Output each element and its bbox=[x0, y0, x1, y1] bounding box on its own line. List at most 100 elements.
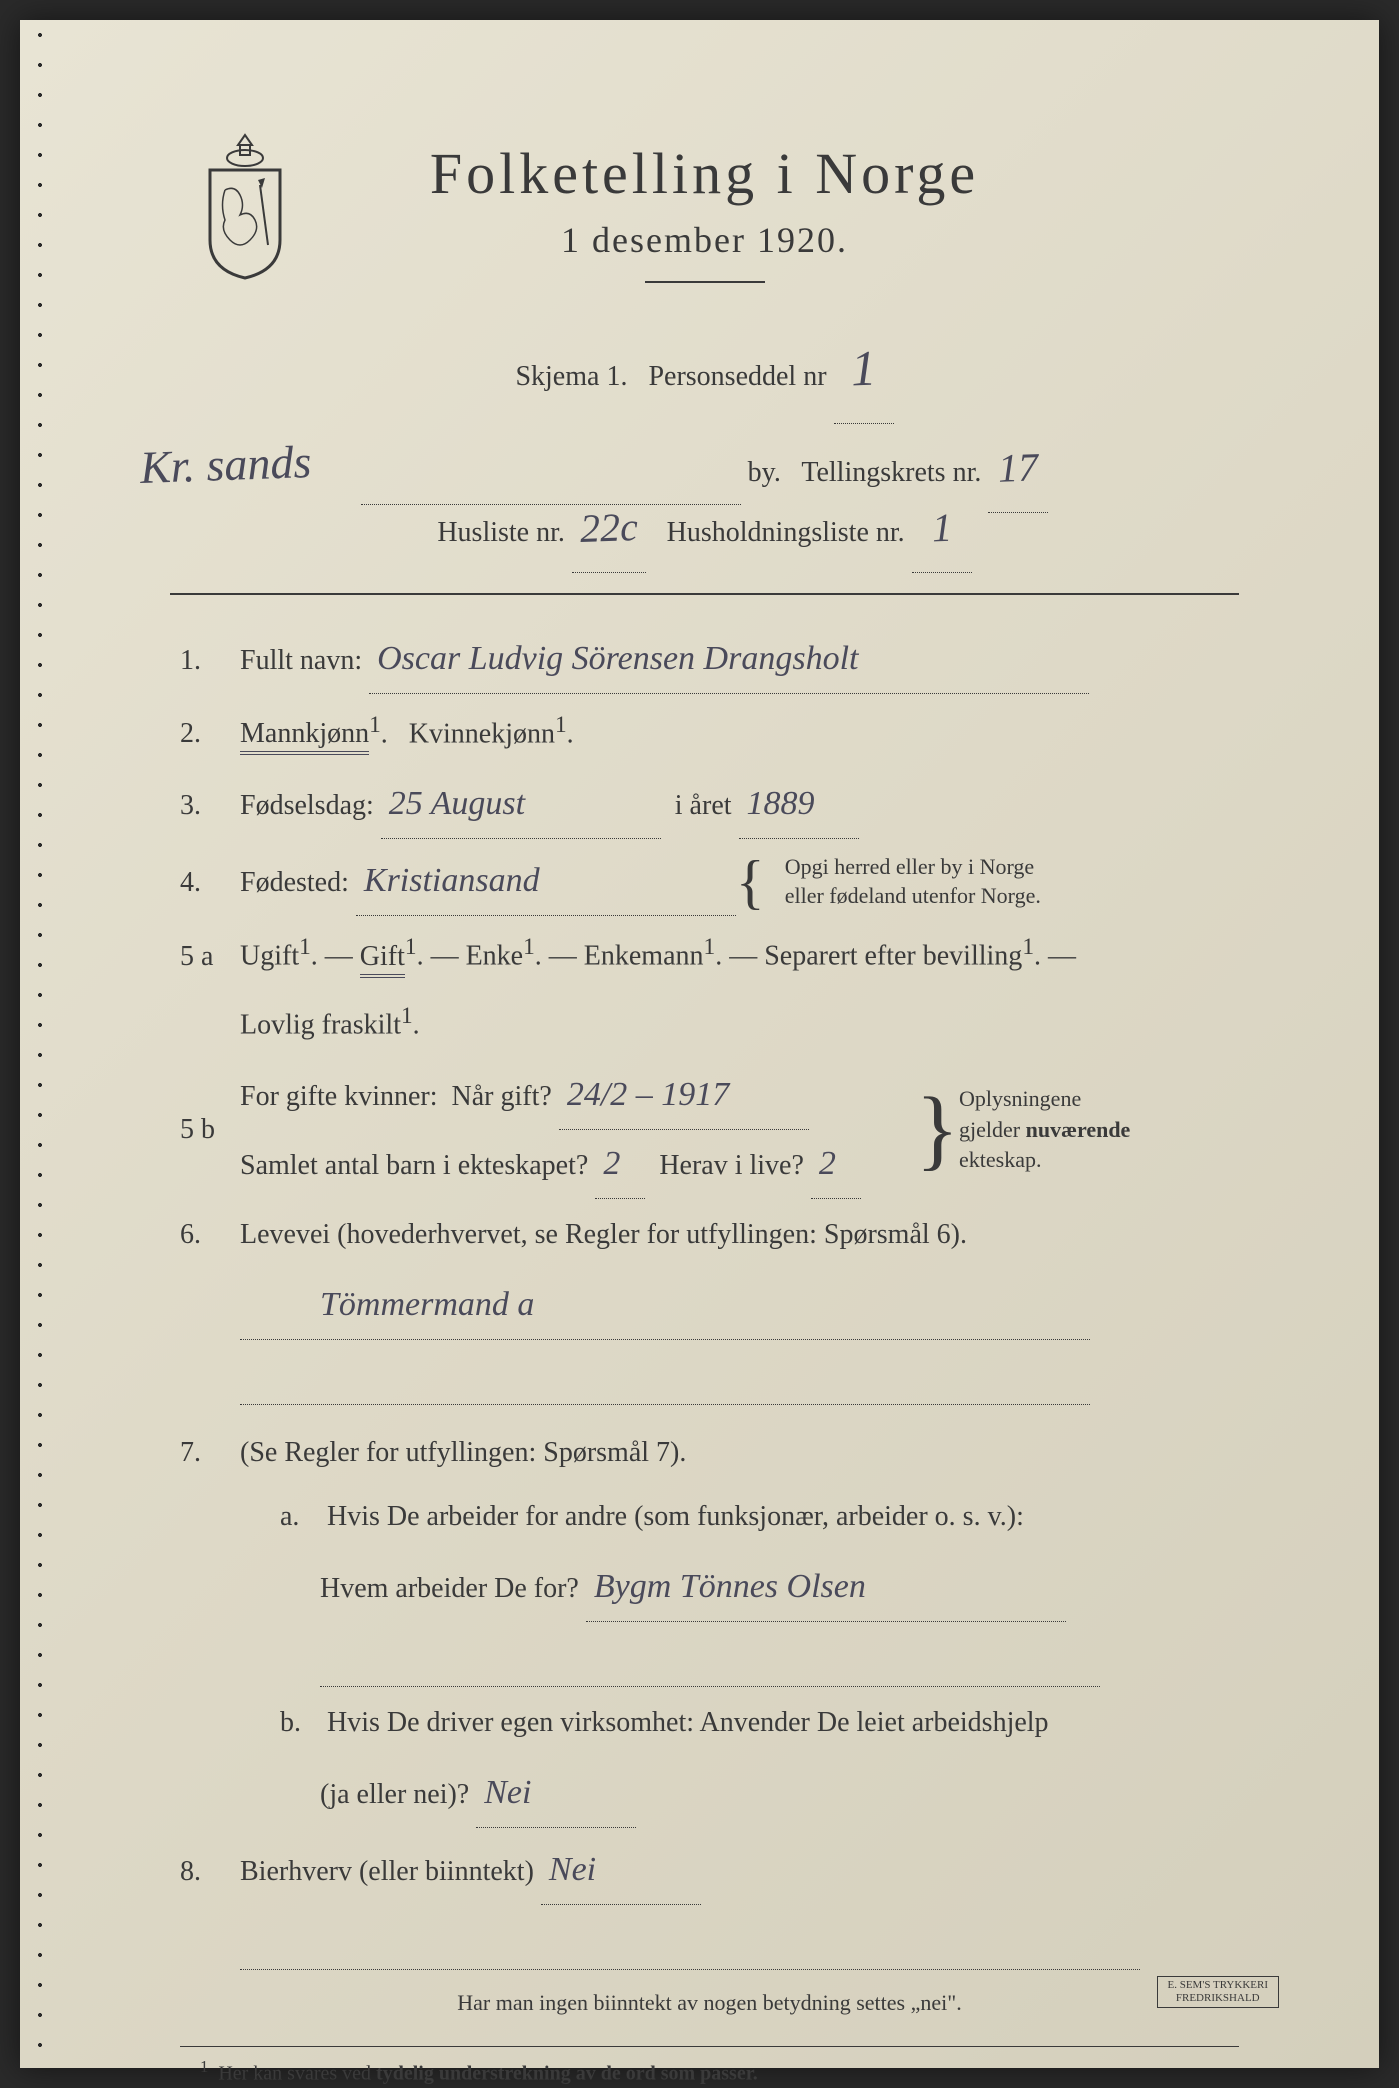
q5a-gift: Gift bbox=[360, 941, 405, 978]
husliste-field: 22c bbox=[572, 484, 646, 573]
q5b-note3: ekteskap. bbox=[959, 1147, 1041, 1172]
q4-value: Kristiansand bbox=[364, 862, 540, 899]
q7-num: 7. bbox=[180, 1425, 240, 1481]
question-5a-cont: Lovlig fraskilt1. bbox=[180, 993, 1239, 1053]
q2-sup1: 1 bbox=[369, 712, 381, 738]
perforation-edge bbox=[20, 20, 60, 2068]
question-8: 8. Bierhverv (eller biinntekt) Nei bbox=[180, 1836, 1239, 1905]
question-6-blank-line bbox=[180, 1348, 1239, 1405]
q6-value: Tömmermand a bbox=[320, 1286, 534, 1323]
q2-kvinne: Kvinnekjønn bbox=[409, 718, 555, 749]
q1-value: Oscar Ludvig Sörensen Drangsholt bbox=[377, 640, 858, 677]
q4-note: Opgi herred eller by i Norge eller fødel… bbox=[785, 853, 1041, 910]
q5a-fraskilt: Lovlig fraskilt bbox=[240, 1009, 401, 1040]
q4-note-line2: eller fødeland utenfor Norge. bbox=[785, 883, 1041, 908]
question-6: 6. Levevei (hovederhvervet, se Regler fo… bbox=[180, 1207, 1239, 1263]
form-header-section: Skjema 1. Personseddel nr 1 Kr. sands by… bbox=[170, 313, 1239, 573]
footnote-2: 1 Her kan svares ved tydelig understrekn… bbox=[180, 2057, 1239, 2086]
q7b-value: Nei bbox=[484, 1774, 531, 1811]
census-document: Folketelling i Norge 1 desember 1920. Sk… bbox=[20, 20, 1379, 2068]
section-divider bbox=[170, 593, 1239, 595]
q3-year: 1889 bbox=[747, 785, 815, 822]
q4-num: 4. bbox=[180, 855, 240, 911]
q2-mann: Mannkjønn bbox=[240, 718, 369, 755]
husholdning-value: 1 bbox=[930, 484, 953, 573]
q2-num: 2. bbox=[180, 706, 240, 762]
question-7b: b. Hvis De driver egen virksomhet: Anven… bbox=[180, 1695, 1239, 1751]
husliste-value: 22c bbox=[578, 483, 639, 573]
document-title: Folketelling i Norge bbox=[170, 140, 1239, 207]
question-7a-blank bbox=[180, 1630, 1239, 1687]
document-date: 1 desember 1920. bbox=[170, 219, 1239, 261]
stamp-line1: E. SEM'S TRYKKERI bbox=[1168, 1979, 1269, 1992]
q5b-barn-label: Samlet antal barn i ekteskapet? bbox=[240, 1150, 588, 1181]
question-7a-line2: Hvem arbeider De for? Bygm Tönnes Olsen bbox=[180, 1553, 1239, 1622]
q5b-num: 5 b bbox=[180, 1102, 240, 1158]
q7a-line2-label: Hvem arbeider De for? bbox=[320, 1573, 579, 1604]
q7b-line2-label: (ja eller nei)? bbox=[320, 1779, 469, 1810]
printer-stamp: E. SEM'S TRYKKERI FREDRIKSHALD bbox=[1157, 1976, 1280, 2008]
q5b-note2: gjelder nuværende bbox=[959, 1117, 1130, 1142]
q5b-brace-icon: } bbox=[916, 1094, 959, 1166]
city-line: Kr. sands by. Tellingskrets nr. 17 bbox=[170, 424, 1239, 484]
q8-value: Nei bbox=[549, 1851, 596, 1888]
schema-line: Skjema 1. Personseddel nr 1 bbox=[170, 313, 1239, 424]
q5b-note: Oplysningene gjelder nuværende ekteskap. bbox=[959, 1084, 1239, 1176]
document-header: Folketelling i Norge 1 desember 1920. bbox=[170, 140, 1239, 283]
question-2: 2. Mannkjønn1. Kvinnekjønn1. bbox=[180, 702, 1239, 762]
q6-label: Levevei (hovederhvervet, se Regler for u… bbox=[240, 1207, 1239, 1263]
personseddel-nr-field: 1 bbox=[834, 313, 894, 424]
husholdning-field: 1 bbox=[912, 484, 972, 573]
q5a-separert: Separert efter bevilling bbox=[764, 941, 1022, 972]
q4-label: Fødested: bbox=[240, 867, 349, 898]
personseddel-nr-value: 1 bbox=[849, 313, 878, 424]
q1-label: Fullt navn: bbox=[240, 645, 362, 676]
footnote-2-num: 1 bbox=[200, 2057, 208, 2076]
q7b-line1: Hvis De driver egen virksomhet: Anvender… bbox=[327, 1707, 1049, 1738]
husliste-label: Husliste nr. bbox=[437, 517, 565, 548]
question-7a: a. Hvis De arbeider for andre (som funks… bbox=[180, 1489, 1239, 1545]
question-4: 4. Fødested: Kristiansand { Opgi herred … bbox=[180, 847, 1239, 916]
husholdning-label: Husholdningsliste nr. bbox=[667, 517, 905, 548]
q7-label: (Se Regler for utfyllingen: Spørsmål 7). bbox=[240, 1425, 1239, 1481]
q5b-nargift-value: 24/2 – 1917 bbox=[567, 1076, 729, 1113]
questions-section: 1. Fullt navn: Oscar Ludvig Sörensen Dra… bbox=[170, 625, 1239, 2086]
q6-num: 6. bbox=[180, 1207, 240, 1263]
q5b-herav-label: Herav i live? bbox=[659, 1150, 804, 1181]
question-6-value-line: Tömmermand a bbox=[180, 1271, 1239, 1340]
q8-label: Bierhverv (eller biinntekt) bbox=[240, 1856, 534, 1887]
question-5a: 5 a Ugift1. — Gift1. — Enke1. — Enkemann… bbox=[180, 924, 1239, 984]
question-1: 1. Fullt navn: Oscar Ludvig Sörensen Dra… bbox=[180, 625, 1239, 694]
q1-num: 1. bbox=[180, 633, 240, 689]
q2-sup2: 1 bbox=[555, 712, 567, 738]
question-5b: 5 b For gifte kvinner: Når gift? 24/2 – … bbox=[180, 1061, 1239, 1199]
q5b-herav-value: 2 bbox=[819, 1145, 836, 1182]
coat-of-arms-icon bbox=[190, 130, 300, 280]
footnote-1: Har man ingen biinntekt av nogen betydni… bbox=[180, 1990, 1239, 2016]
schema-label: Skjema 1. bbox=[515, 361, 627, 392]
norway-coat-of-arms-svg bbox=[190, 130, 300, 280]
q5b-note1: Oplysningene bbox=[959, 1086, 1081, 1111]
q8-num: 8. bbox=[180, 1844, 240, 1900]
q5b-label: For gifte kvinner: bbox=[240, 1081, 438, 1112]
q4-note-line1: Opgi herred eller by i Norge bbox=[785, 854, 1034, 879]
q5b-nargift-label: Når gift? bbox=[452, 1081, 552, 1112]
question-7b-line2: (ja eller nei)? Nei bbox=[180, 1759, 1239, 1828]
q3-num: 3. bbox=[180, 778, 240, 834]
personseddel-label: Personseddel nr bbox=[648, 361, 826, 392]
q7a-value: Bygm Tönnes Olsen bbox=[594, 1568, 866, 1605]
husliste-line: Husliste nr. 22c Husholdningsliste nr. 1 bbox=[170, 484, 1239, 573]
q7a-line1: Hvis De arbeider for andre (som funksjon… bbox=[327, 1501, 1024, 1532]
q3-label: Fødselsdag: bbox=[240, 790, 374, 821]
q5a-enke: Enke bbox=[466, 941, 524, 972]
stamp-line2: FREDRIKSHALD bbox=[1168, 1992, 1269, 2005]
q5a-enkemann: Enkemann bbox=[584, 941, 704, 972]
question-8-blank bbox=[180, 1913, 1239, 1970]
q5b-barn-value: 2 bbox=[603, 1145, 620, 1182]
q5a-num: 5 a bbox=[180, 929, 240, 985]
q4-brace-icon: { bbox=[736, 858, 765, 906]
q3-day: 25 August bbox=[389, 785, 525, 822]
q7b-letter: b. bbox=[280, 1695, 320, 1751]
question-7: 7. (Se Regler for utfyllingen: Spørsmål … bbox=[180, 1425, 1239, 1481]
q3-year-label: i året bbox=[675, 790, 732, 821]
